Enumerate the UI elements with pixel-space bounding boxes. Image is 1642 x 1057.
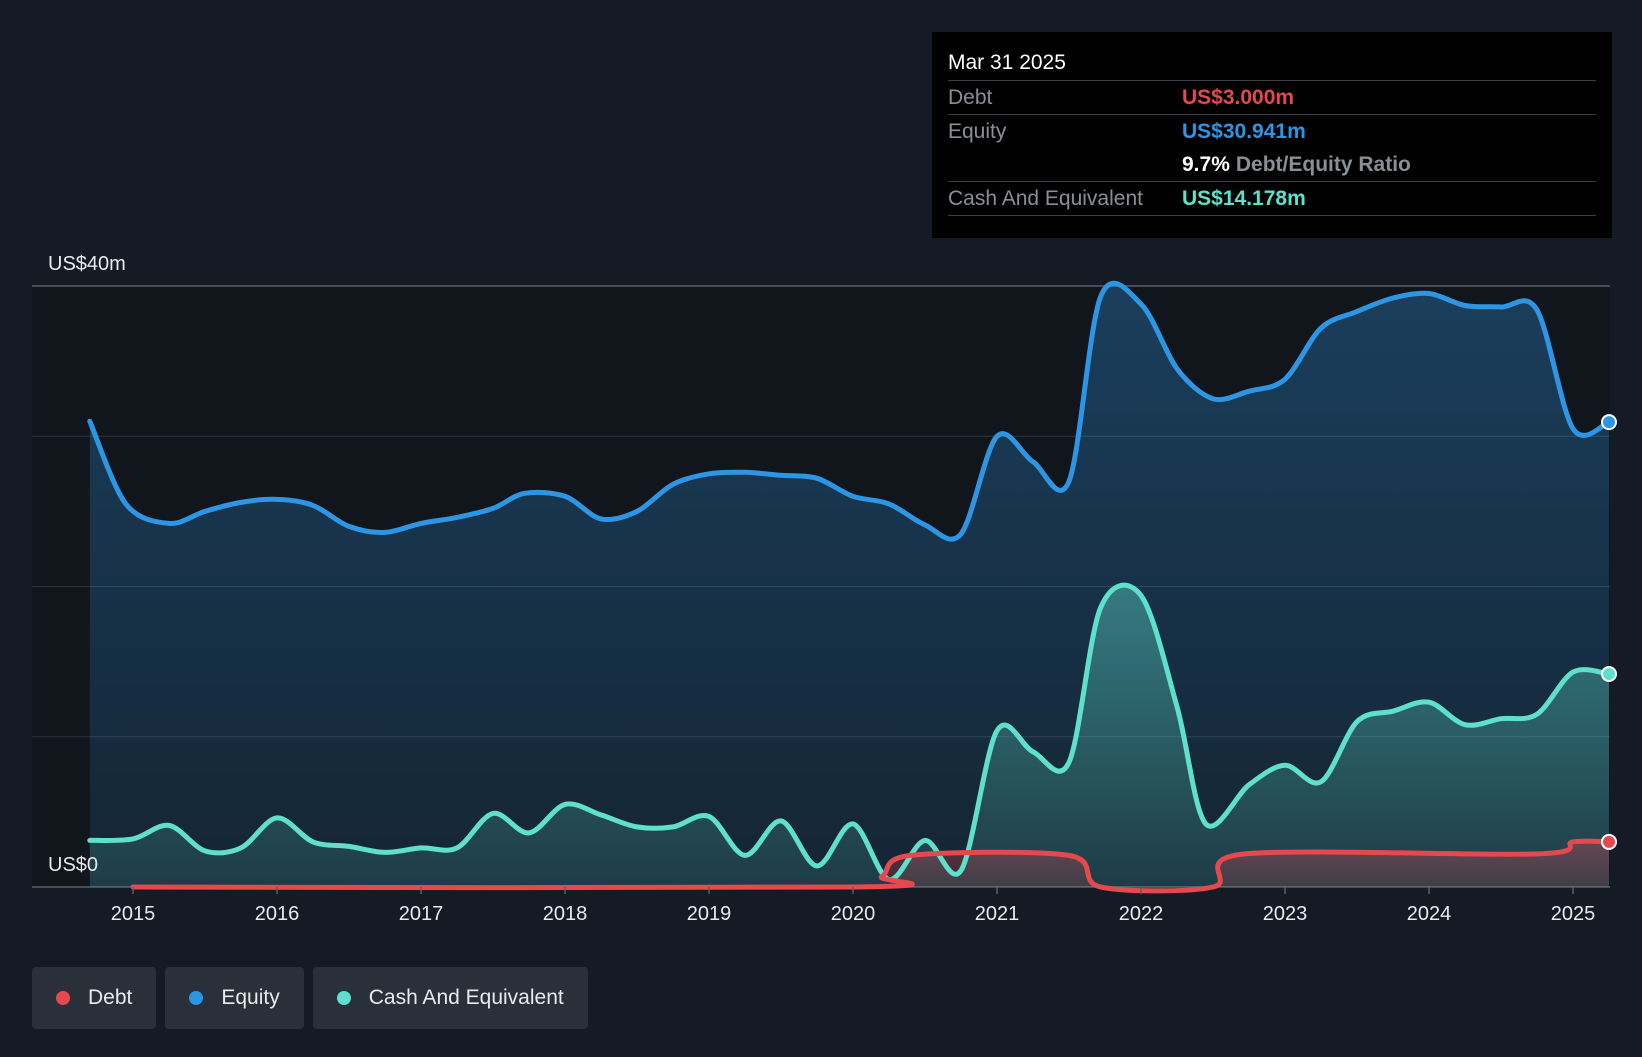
x-tick-label: 2020 [831, 903, 876, 925]
x-tick-label: 2021 [975, 903, 1020, 925]
tooltip-debt-label: Debt [948, 86, 993, 109]
legend-dot-cash [336, 991, 351, 1005]
x-tick-label: 2022 [1119, 903, 1164, 925]
debt-end-marker [1601, 833, 1617, 850]
legend-dot-debt [56, 991, 70, 1005]
x-tick-label: 2017 [399, 903, 444, 925]
legend-item-debt[interactable]: Debt [32, 967, 157, 1029]
marker-layer [1601, 414, 1617, 850]
tooltip-cash-label: Cash And Equivalent [948, 187, 1143, 210]
x-tick-label: 2025 [1551, 903, 1596, 925]
legend-label-cash: Cash And Equivalent [368, 986, 564, 1009]
cash-end-marker [1601, 665, 1617, 682]
legend-item-equity[interactable]: Equity [165, 967, 304, 1029]
tooltip-equity-label: Equity [948, 120, 1007, 143]
y-axis-bottom-label: US$0 [48, 854, 98, 876]
debt-area [133, 841, 1609, 891]
tooltip-ratio-row: 9.7% Debt/Equity Ratio [948, 148, 1596, 182]
x-tick-label: 2019 [687, 903, 732, 925]
tooltip-ratio-label: Debt/Equity Ratio [1235, 153, 1411, 176]
tooltip-equity-row: Equity US$30.941m [948, 115, 1596, 148]
tooltip-ratio-value: 9.7% [1182, 153, 1230, 176]
legend-label-equity: Equity [221, 986, 280, 1009]
tooltip-debt-value: US$3.000m [1182, 86, 1295, 109]
tooltip-equity-value: US$30.941m [1182, 120, 1306, 143]
equity-area [89, 283, 1609, 887]
tooltip-debt-row: Debt US$3.000m [948, 81, 1596, 115]
x-tick-label: 2024 [1407, 903, 1452, 925]
line-layer [87, 280, 1612, 894]
equity-line [87, 280, 1612, 542]
debt-line [130, 838, 1612, 894]
x-tick-label: 2015 [111, 903, 156, 925]
tooltip-cash-row: Cash And Equivalent US$14.178m [948, 182, 1596, 216]
tooltip-panel: Mar 31 2025 Debt US$3.000m Equity US$30.… [932, 32, 1612, 238]
x-tick-label: 2016 [255, 903, 300, 925]
axis-layer: US$40m US$0 2015 2016 2017 2018 2019 2020 2021… [48, 253, 1595, 925]
legend-dot-equity [189, 991, 204, 1005]
equity-end-marker [1601, 414, 1617, 431]
legend-item-cash[interactable]: Cash And Equivalent [312, 967, 588, 1029]
legend-label-debt: Debt [88, 986, 133, 1009]
tooltip-date: Mar 31 2025 [948, 48, 1596, 81]
legend: Debt Equity Cash And Equivalent [32, 967, 588, 1029]
tooltip-cash-value: US$14.178m [1182, 187, 1306, 210]
x-tick-label: 2018 [543, 903, 588, 925]
x-tick-label: 2023 [1263, 903, 1308, 925]
y-axis-top-label: US$40m [48, 253, 126, 275]
